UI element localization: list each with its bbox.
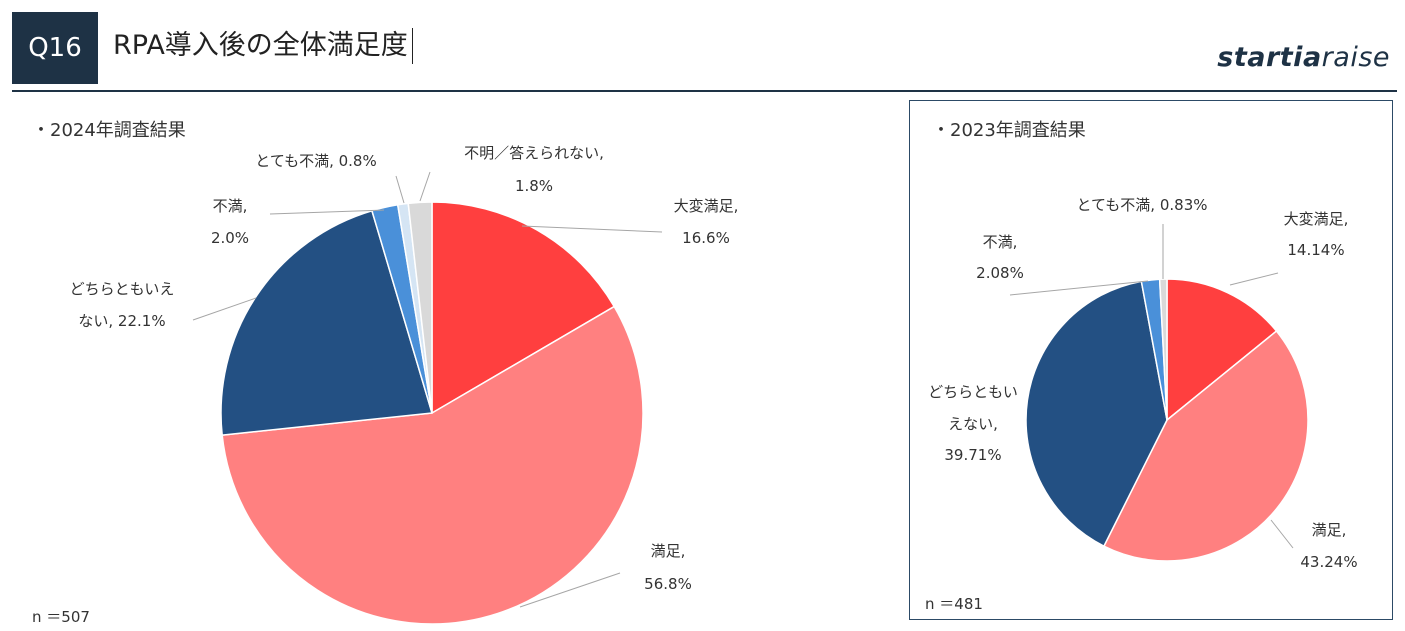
pie-2024-slice-1 [221,305,644,625]
pie-2024-leader-2 [192,297,257,321]
pie-2024-label-2: ない, 22.1% [78,312,165,330]
pie-2023-leader-3 [1009,280,1149,296]
pie-2024-label-1: 56.8% [644,575,692,593]
chart-2023-title: ・2023年調査結果 [932,120,1086,141]
pie-2024-label-0: 大変満足, [674,197,739,215]
pie-2023-leader-1 [1270,519,1294,549]
pie-2024-label-2: どちらともいえ [70,280,175,298]
chart-2023-sample-size: n ＝481 [925,595,983,613]
pie-2024-leader-1 [519,572,621,608]
pie-2023-slice-0 [1166,278,1278,422]
pie-2024-slice-5 [407,201,433,414]
pie-2024-slice-0 [431,201,616,415]
pie-2024-leader-4 [395,175,405,204]
brand-logo: startiaraise [1217,42,1390,73]
chart-2024-title: ・2024年調査結果 [32,120,186,141]
pie-2024-slice-2 [220,209,433,436]
pie-2023-label-1: 満足, [1312,521,1347,539]
pie-2024-label-0: 16.6% [682,229,730,247]
pie-2024-label-3: 不満, [213,197,248,215]
pie-2023-label-4: とても不満, 0.83% [1077,196,1208,214]
pie-2024-leader-5 [419,171,431,202]
pie-2023-label-3: 2.08% [976,264,1024,282]
question-badge: Q16 [12,12,98,84]
pie-2023-label-1: 43.24% [1300,553,1357,571]
pie-2023-label-2: どちらともい [928,383,1018,401]
pie-2024-label-3: 2.0% [211,229,249,247]
pie-2024-leader-0 [521,225,663,233]
header-divider [12,90,1397,92]
pie-2024-label-5: 不明／答えられない, [464,144,604,162]
pie-2023-label-0: 大変満足, [1284,210,1349,228]
chart-2024-sample-size: n ＝507 [32,608,90,626]
chart-2023-frame [909,100,1393,620]
page-title: RPA導入後の全体満足度 [113,28,413,64]
pie-2023-label-2: 39.71% [944,446,1001,464]
pie-2023-slice-2 [1025,280,1168,548]
pie-2024-leader-3 [269,209,385,215]
pie-2023-leader-0 [1229,272,1279,286]
pie-2024-label-1: 満足, [651,542,686,560]
pie-2023-slice-1 [1102,330,1309,562]
pie-2023-label-3: 不満, [983,233,1018,251]
pie-2023-label-2: えない, [948,415,998,433]
pie-2024-label-5: 1.8% [515,177,553,195]
pie-2023-slice-4 [1158,278,1168,421]
pie-2023-label-0: 14.14% [1287,241,1344,259]
pie-2024-label-4: とても不満, 0.8% [255,152,376,170]
